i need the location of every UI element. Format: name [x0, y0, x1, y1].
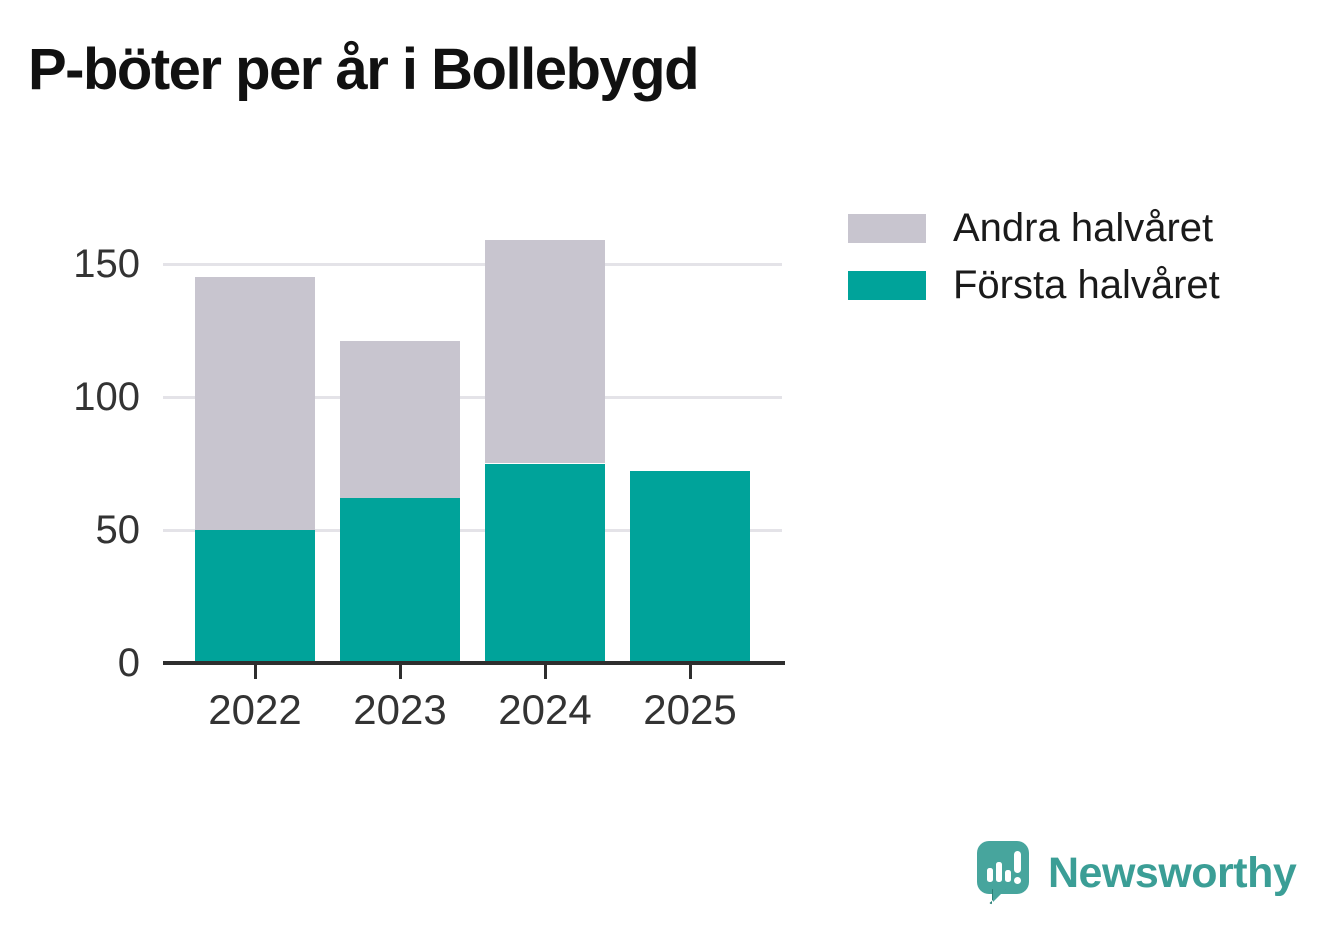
bar-2024-andra-halv-ret [485, 240, 605, 464]
y-tick-label-100: 100 [73, 375, 140, 419]
newsworthy-branding: Newsworthy [977, 841, 1297, 905]
gridline-100 [163, 395, 782, 399]
y-tick-label-50: 50 [95, 508, 141, 552]
bar-2022-f-rsta-halv-ret [195, 530, 315, 663]
x-tick-label-2024: 2024 [498, 686, 592, 733]
bar-2024-f-rsta-halv-ret [485, 463, 605, 663]
bar-2022-andra-halv-ret [195, 277, 315, 530]
legend-label: Första halvåret [953, 263, 1220, 307]
gridline-50 [163, 528, 782, 532]
x-axis-line [163, 661, 785, 665]
x-tick-2024 [543, 665, 547, 679]
x-tick-2022 [253, 665, 257, 679]
newsworthy-logo-icon [977, 841, 1029, 905]
chart-title: P-böter per år i Bollebygd [28, 37, 700, 102]
x-tick-label-2023: 2023 [353, 686, 447, 733]
bar-2025-f-rsta-halv-ret [630, 471, 750, 663]
y-tick-label-0: 0 [117, 641, 140, 685]
newsworthy-logo-text: Newsworthy [1048, 848, 1297, 897]
y-tick-label-150: 150 [73, 242, 140, 286]
bar-2023-andra-halv-ret [340, 341, 460, 499]
gridline-150 [163, 262, 782, 266]
x-tick-label-2022: 2022 [208, 686, 302, 733]
legend-label: Andra halvåret [953, 206, 1214, 250]
legend-item-f-rsta-halv-ret: Första halvåret [848, 262, 1220, 309]
legend: Andra halvåret Första halvåret [848, 205, 1220, 319]
x-tick-2023 [398, 665, 402, 679]
legend-swatch-andra-halv-ret [848, 214, 926, 243]
legend-item-andra-halv-ret: Andra halvåret [848, 205, 1220, 252]
x-tick-2025 [688, 665, 692, 679]
x-tick-label-2025: 2025 [643, 686, 737, 733]
legend-swatch-f-rsta-halv-ret [848, 271, 926, 300]
bar-2023-f-rsta-halv-ret [340, 498, 460, 663]
